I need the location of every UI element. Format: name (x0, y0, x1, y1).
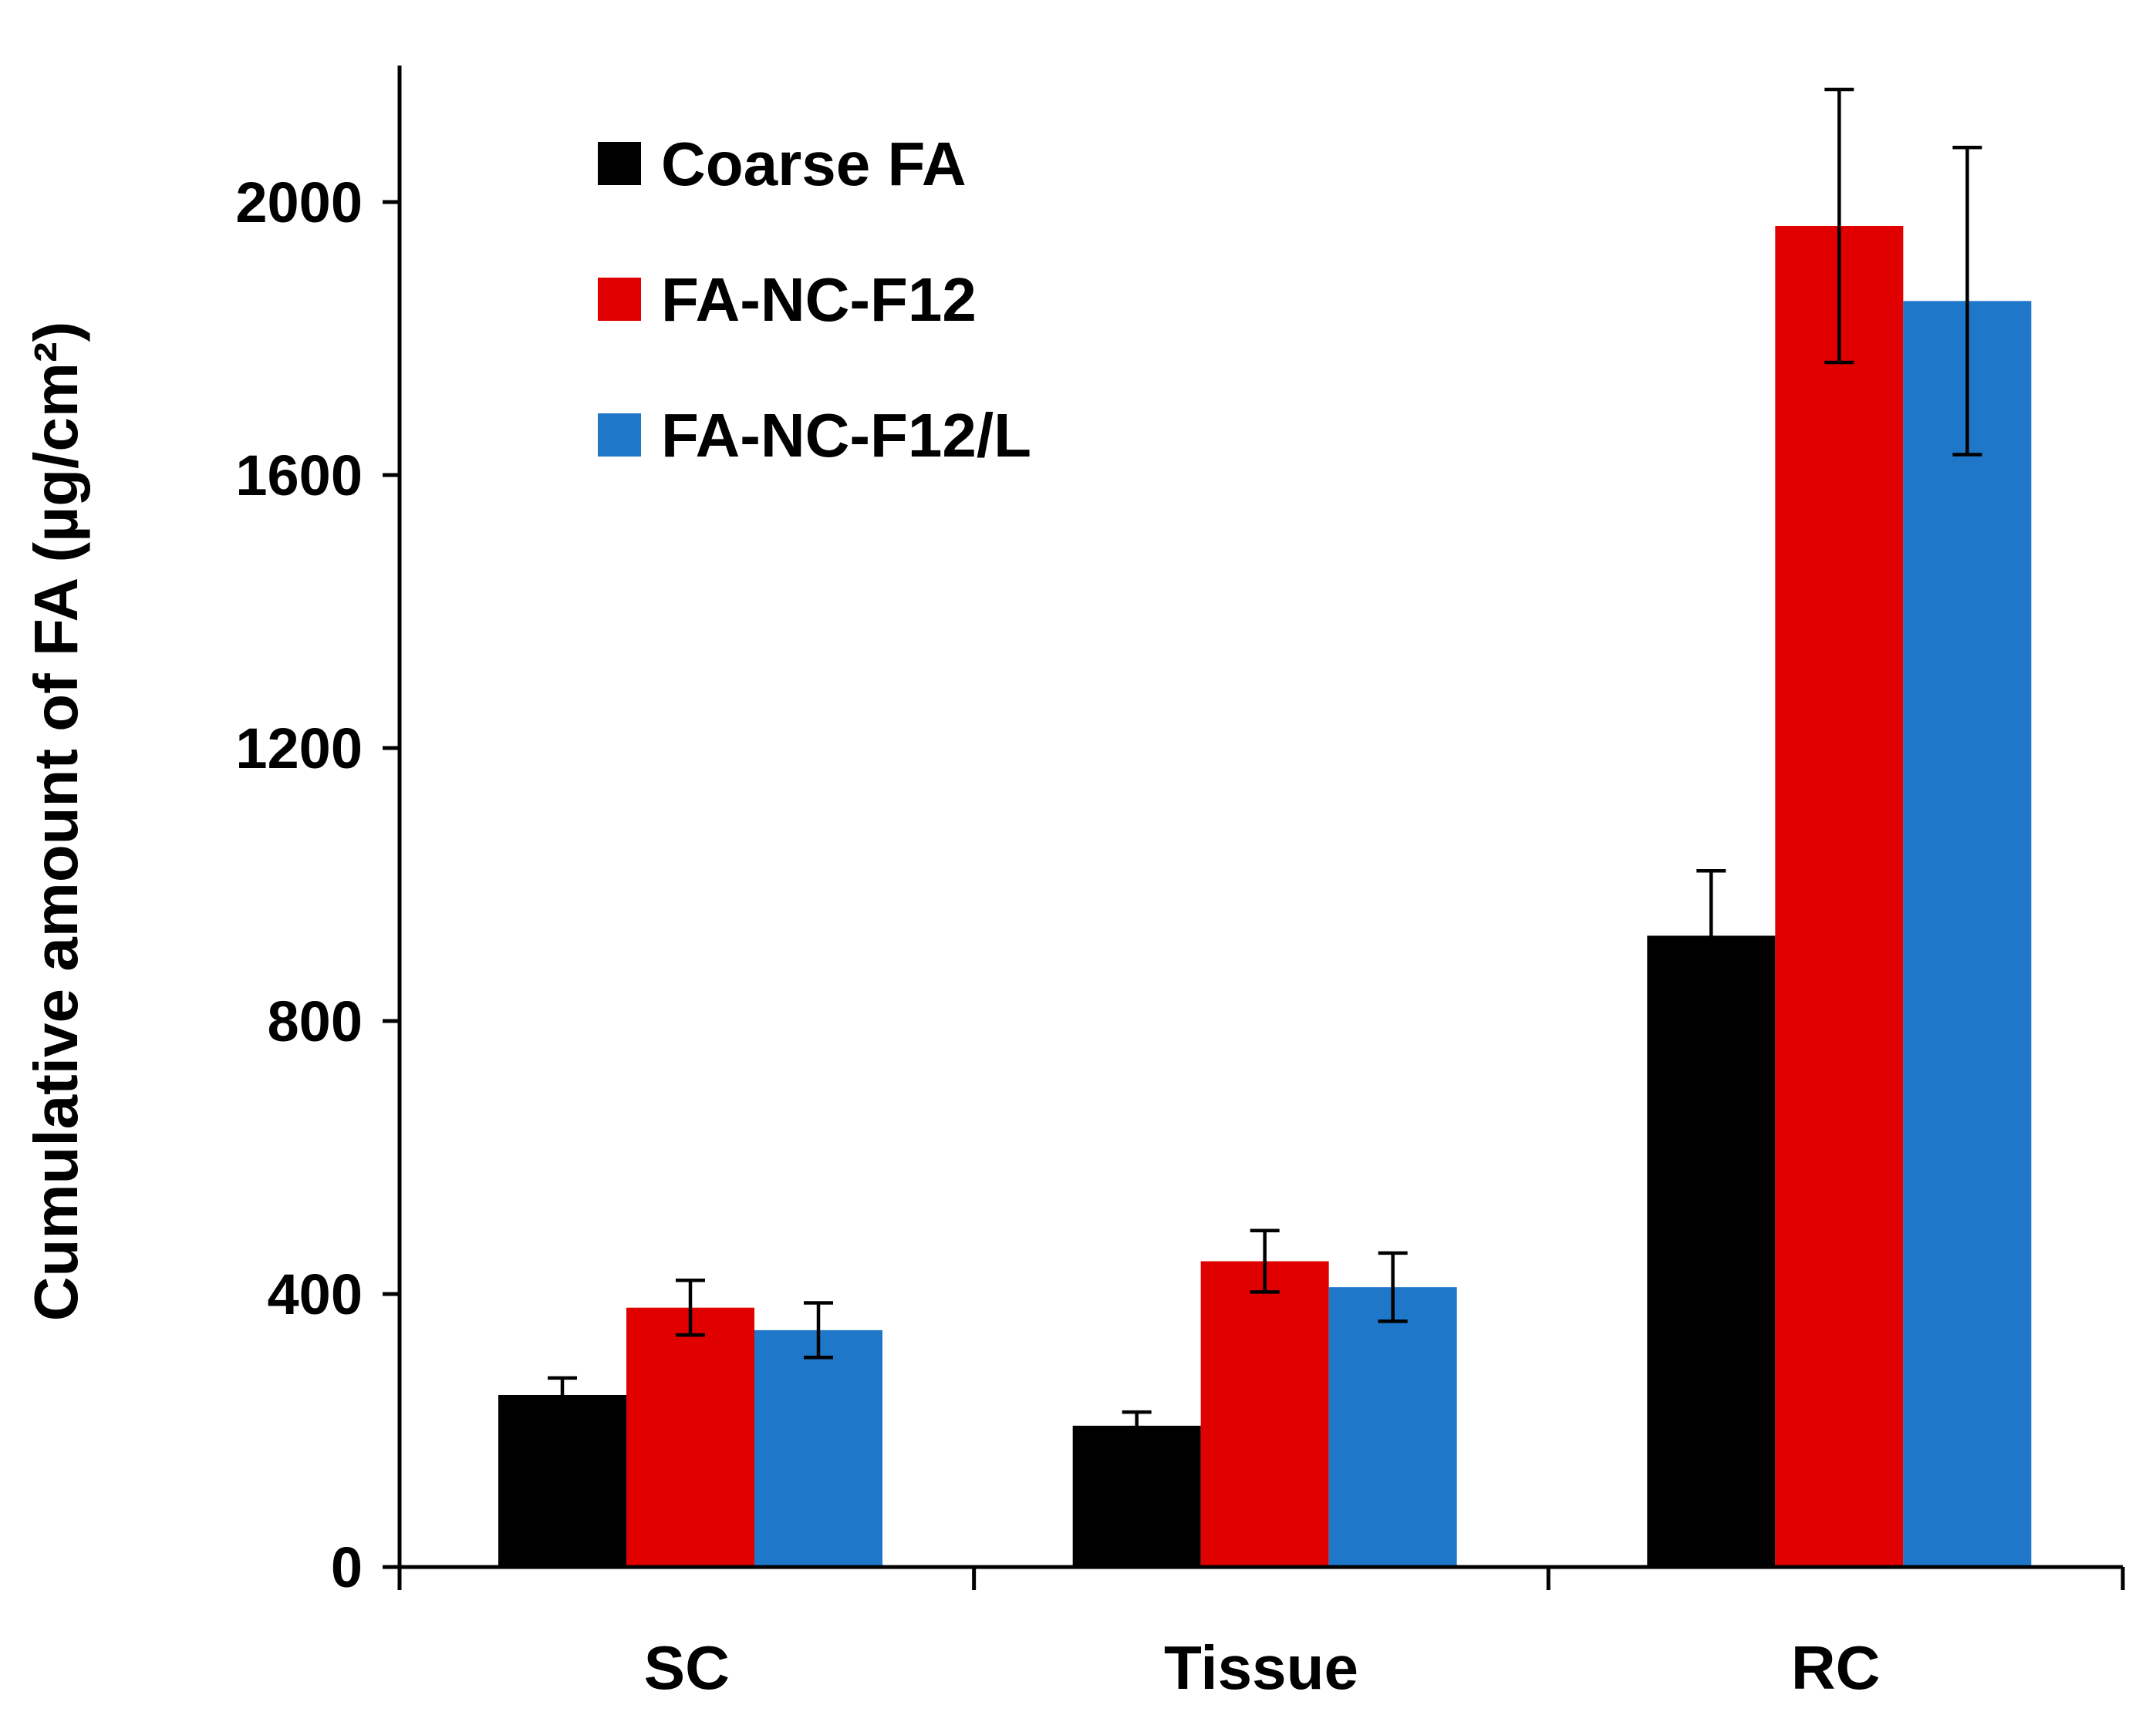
y-tick-label: 1200 (235, 716, 363, 780)
legend-label: FA-NC-F12/L (661, 401, 1031, 470)
legend-swatch (598, 278, 641, 321)
error-bar (676, 1279, 705, 1337)
legend-swatch (598, 142, 641, 185)
error-bar (1250, 1228, 1280, 1294)
bar (626, 1307, 754, 1567)
y-ticks: 0 400 800 1200 1600 2000 (235, 170, 400, 1599)
error-bar (1824, 87, 1854, 365)
x-category-label: RC (1791, 1633, 1881, 1702)
bars-layer (498, 225, 2032, 1568)
legend-swatch (598, 413, 641, 457)
y-tick-label: 400 (268, 1262, 363, 1326)
y-tick-label: 800 (268, 989, 363, 1053)
x-category-label: Tissue (1164, 1633, 1358, 1702)
error-bar (1952, 145, 1982, 457)
error-bars-layer (548, 87, 1982, 1441)
bar (498, 1394, 626, 1567)
error-bar (1378, 1251, 1408, 1323)
bar (1647, 935, 1776, 1567)
y-tick-label: 0 (331, 1535, 363, 1599)
legend-label: Coarse FA (661, 130, 967, 198)
bar (1072, 1425, 1201, 1567)
y-tick-label: 1600 (235, 443, 363, 507)
error-bar (1696, 869, 1726, 1003)
axes (397, 66, 2123, 1569)
error-bar (804, 1301, 833, 1360)
error-bar (548, 1376, 577, 1414)
legend-item: Coarse FA (598, 130, 967, 198)
error-bar (1122, 1410, 1152, 1441)
bar (754, 1329, 882, 1567)
bar (1775, 225, 1904, 1568)
legend-label: FA-NC-F12 (661, 265, 977, 334)
bar (1903, 301, 2032, 1568)
legend: Coarse FA FA-NC-F12 FA-NC-F12/L (598, 130, 1031, 470)
legend-item: FA-NC-F12/L (598, 401, 1031, 470)
y-axis-title: Cumulative amount of FA (µg/cm²) (22, 322, 90, 1321)
x-ticks: SC Tissue RC (397, 1567, 2125, 1702)
x-category-label: SC (644, 1633, 730, 1702)
bar (1200, 1261, 1329, 1567)
y-tick-label: 2000 (235, 170, 363, 234)
legend-item: FA-NC-F12 (598, 265, 977, 334)
bar (1328, 1287, 1457, 1567)
